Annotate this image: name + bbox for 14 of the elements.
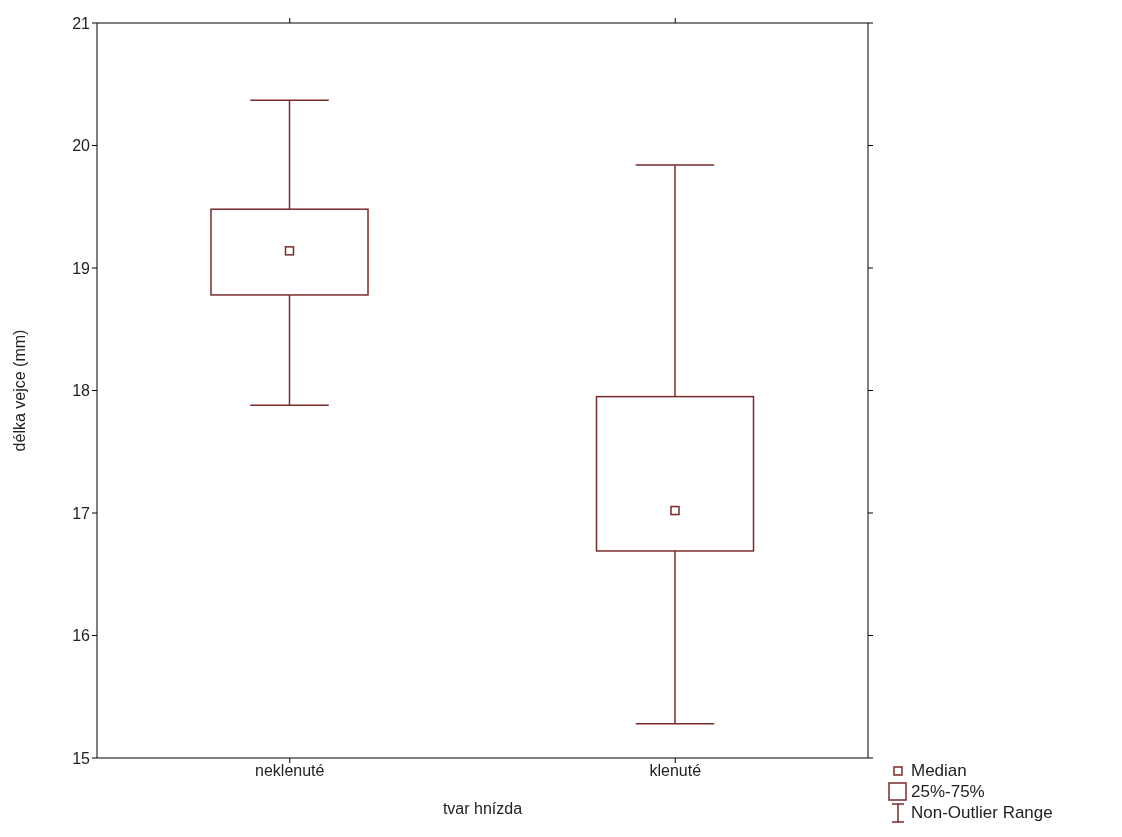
- y-tick-label: 19: [72, 259, 91, 277]
- y-axis-title: délka vejce (mm): [10, 329, 28, 452]
- text: 25%-75%: [911, 781, 985, 802]
- x-tick-label: klenuté: [649, 762, 702, 780]
- x-tick-label: neklenuté: [255, 762, 325, 780]
- y-tick-label: 15: [72, 749, 91, 767]
- text: Median: [911, 760, 967, 781]
- y-tick-label: 20: [72, 137, 91, 155]
- y-tick-label: 16: [72, 627, 91, 645]
- y-tick-label: 17: [72, 504, 91, 522]
- y-tick-label: 18: [72, 382, 91, 400]
- x-axis-title: tvar hnízda: [442, 800, 523, 817]
- text: Non-Outlier Range: [911, 802, 1053, 823]
- y-tick-label: 21: [72, 14, 91, 32]
